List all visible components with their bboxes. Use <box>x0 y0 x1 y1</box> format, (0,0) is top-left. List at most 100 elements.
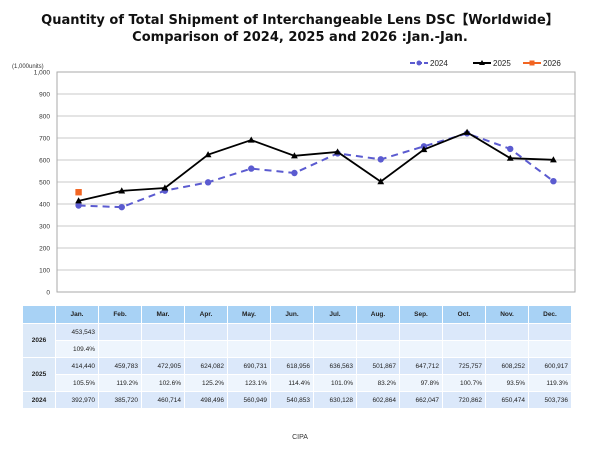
table-ratio-cell: 123.1% <box>228 375 270 391</box>
series-line-2024 <box>78 132 555 209</box>
table-header-cell: Nov. <box>486 306 528 323</box>
table-ratio-cell: 119.2% <box>99 375 141 391</box>
table-value-cell <box>357 324 399 340</box>
y-tick-label: 1,000 <box>34 70 51 77</box>
data-point-2024 <box>118 203 125 211</box>
table-value-cell: 618,956 <box>271 358 313 374</box>
table-value-cell: 720,862 <box>443 392 485 408</box>
table-value-cell: 385,720 <box>99 392 141 408</box>
data-point-2025 <box>247 136 255 143</box>
table-ratio-cell <box>142 341 184 357</box>
y-tick-labels: 0 100 200 300 400 500 600 700 800 900 1,000 <box>34 70 51 297</box>
table-value-cell <box>271 324 313 340</box>
table-ratio-cell <box>271 341 313 357</box>
table-corner-cell <box>23 306 55 323</box>
table-value-cell <box>314 324 356 340</box>
table-header-cell: May. <box>228 306 270 323</box>
data-point-2025 <box>334 148 341 155</box>
table-value-cell: 725,757 <box>443 358 485 374</box>
table-header-cell: Feb. <box>99 306 141 323</box>
table-value-cell <box>228 324 270 340</box>
data-point-2025 <box>377 177 385 185</box>
data-table: Jan. Feb. Mar. Apr. May. Jun. Jul. Aug. Sep. Oct.… <box>22 305 572 409</box>
table-ratio-cell <box>314 341 356 357</box>
table-value-cell <box>400 324 442 340</box>
table-ratio-cell <box>400 341 442 357</box>
table-header-cell: Mar. <box>142 306 184 323</box>
table-value-cell: 690,731 <box>228 358 270 374</box>
table-value-cell: 472,905 <box>142 358 184 374</box>
table-value-cell: 662,047 <box>400 392 442 408</box>
table-value-cell: 498,496 <box>185 392 227 408</box>
chart-title: Quantity of Total Shipment of Interchang… <box>0 12 600 46</box>
table-header-cell: Sep. <box>400 306 442 323</box>
row-year-label: 2026 <box>23 324 55 357</box>
table-ratio-cell <box>228 341 270 357</box>
legend-marker-2026 <box>529 60 535 66</box>
table-value-cell <box>529 324 571 340</box>
table-value-cell: 460,714 <box>142 392 184 408</box>
y-tick-label: 800 <box>39 114 50 121</box>
table-header-cell: Apr. <box>185 306 227 323</box>
table-header-cell: Dec. <box>529 306 571 323</box>
data-point-2025 <box>463 128 471 135</box>
series-line-2025 <box>78 131 554 202</box>
table-header-cell: Jun. <box>271 306 313 323</box>
plot-frame <box>56 71 576 293</box>
table-ratio-cell: 100.7% <box>443 375 485 391</box>
table-value-cell <box>142 324 184 340</box>
y-tick-label: 900 <box>39 92 50 99</box>
table-value-cell: 503,736 <box>529 392 571 408</box>
data-point-2024 <box>291 169 298 177</box>
table-ratio-cell: 102.6% <box>142 375 184 391</box>
table-value-cell: 414,440 <box>56 358 98 374</box>
title-line-2: Comparison of 2024, 2025 and 2026 :Jan.-… <box>132 30 468 45</box>
y-tick-label: 0 <box>46 290 50 297</box>
table-value-cell: 459,783 <box>99 358 141 374</box>
data-point-2024 <box>248 165 255 172</box>
table-header-cell: Aug. <box>357 306 399 323</box>
table-value-cell <box>443 324 485 340</box>
table-ratio-cell: 83.2% <box>357 375 399 391</box>
y-tick-label: 500 <box>39 180 50 187</box>
data-point-2024 <box>507 145 514 153</box>
table-ratio-cell: 105.5% <box>56 375 98 391</box>
table-value-cell: 608,252 <box>486 358 528 374</box>
y-tick-label: 200 <box>39 246 50 253</box>
table-ratio-cell: 93.5% <box>486 375 528 391</box>
table-row: 2024 392,970 385,720 460,714 498,496 560,949 5… <box>23 392 571 408</box>
table-value-cell <box>185 324 227 340</box>
legend-marker-2025 <box>479 60 485 65</box>
table-value-cell: 501,867 <box>357 358 399 374</box>
data-point-2025 <box>75 197 82 204</box>
table-ratio-cell: 101.0% <box>314 375 356 391</box>
table-ratio-row: 109.4% <box>23 341 571 357</box>
table-value-cell <box>486 324 528 340</box>
table-ratio-cell <box>443 341 485 357</box>
table-value-cell <box>99 324 141 340</box>
data-point-2024 <box>377 156 384 163</box>
row-year-label: 2025 <box>23 358 55 391</box>
y-tick-label: 300 <box>39 224 50 231</box>
table-value-cell: 636,563 <box>314 358 356 374</box>
table-ratio-cell <box>529 341 571 357</box>
grid-lines <box>57 93 575 271</box>
table-value-cell: 560,949 <box>228 392 270 408</box>
data-point-2024 <box>204 179 212 186</box>
table-ratio-cell: 114.4% <box>271 375 313 391</box>
data-point-2025 <box>204 151 212 158</box>
table-header-cell: Jul. <box>314 306 356 323</box>
table-ratio-cell: 119.3% <box>529 375 571 391</box>
table-ratio-cell: 97.8% <box>400 375 442 391</box>
legend-label-2026: 2026 <box>543 59 561 68</box>
table-header-cell: Oct. <box>443 306 485 323</box>
data-point-2026 <box>75 189 82 196</box>
table-row: 2025 414,440 459,783 472,905 624,082 690,731 6… <box>23 358 571 391</box>
table-row: 2026 453,543 <box>23 324 571 357</box>
y-tick-label: 700 <box>39 136 50 143</box>
table-ratio-cell: 125.2% <box>185 375 227 391</box>
y-tick-label: 400 <box>39 202 50 209</box>
data-point-2024 <box>75 202 82 209</box>
table-value-cell: 540,853 <box>271 392 313 408</box>
table-value-cell: 600,917 <box>529 358 571 374</box>
